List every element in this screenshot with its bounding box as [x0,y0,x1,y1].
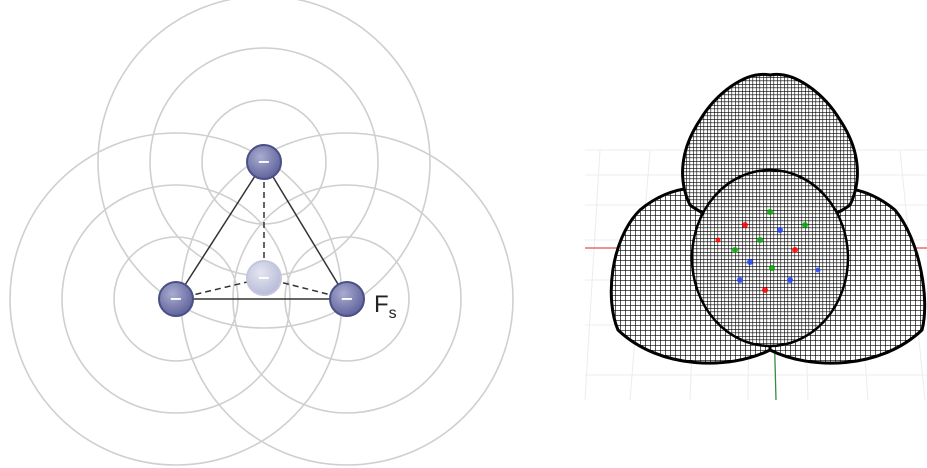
inner-particles [715,209,821,293]
charge-left: − [158,281,194,317]
charge-right: − [329,281,365,317]
charge-left-sign: − [169,289,182,308]
force-label: Fs [374,291,397,322]
mesh-core-sphere [690,168,850,348]
charge-back-sign: − [257,268,270,287]
charge-right-sign: − [340,289,353,308]
charge-top: − [246,144,282,180]
force-subscript: s [389,305,397,322]
right-render [584,72,927,401]
triangle-edges [175,161,348,300]
charge-top-sign: − [257,152,270,171]
charge-back: − [246,260,282,296]
left-diagram: − − − − Fs [9,0,514,466]
